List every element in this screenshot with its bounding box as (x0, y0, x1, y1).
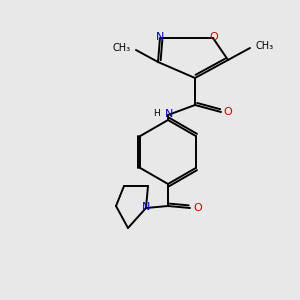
Text: N: N (156, 32, 164, 42)
Text: O: O (210, 32, 218, 42)
Text: CH₃: CH₃ (113, 43, 131, 53)
Text: N: N (142, 202, 150, 212)
Text: CH₃: CH₃ (255, 41, 273, 51)
Text: N: N (165, 109, 173, 119)
Text: O: O (194, 203, 202, 213)
Text: O: O (224, 107, 232, 117)
Text: H: H (153, 110, 160, 118)
